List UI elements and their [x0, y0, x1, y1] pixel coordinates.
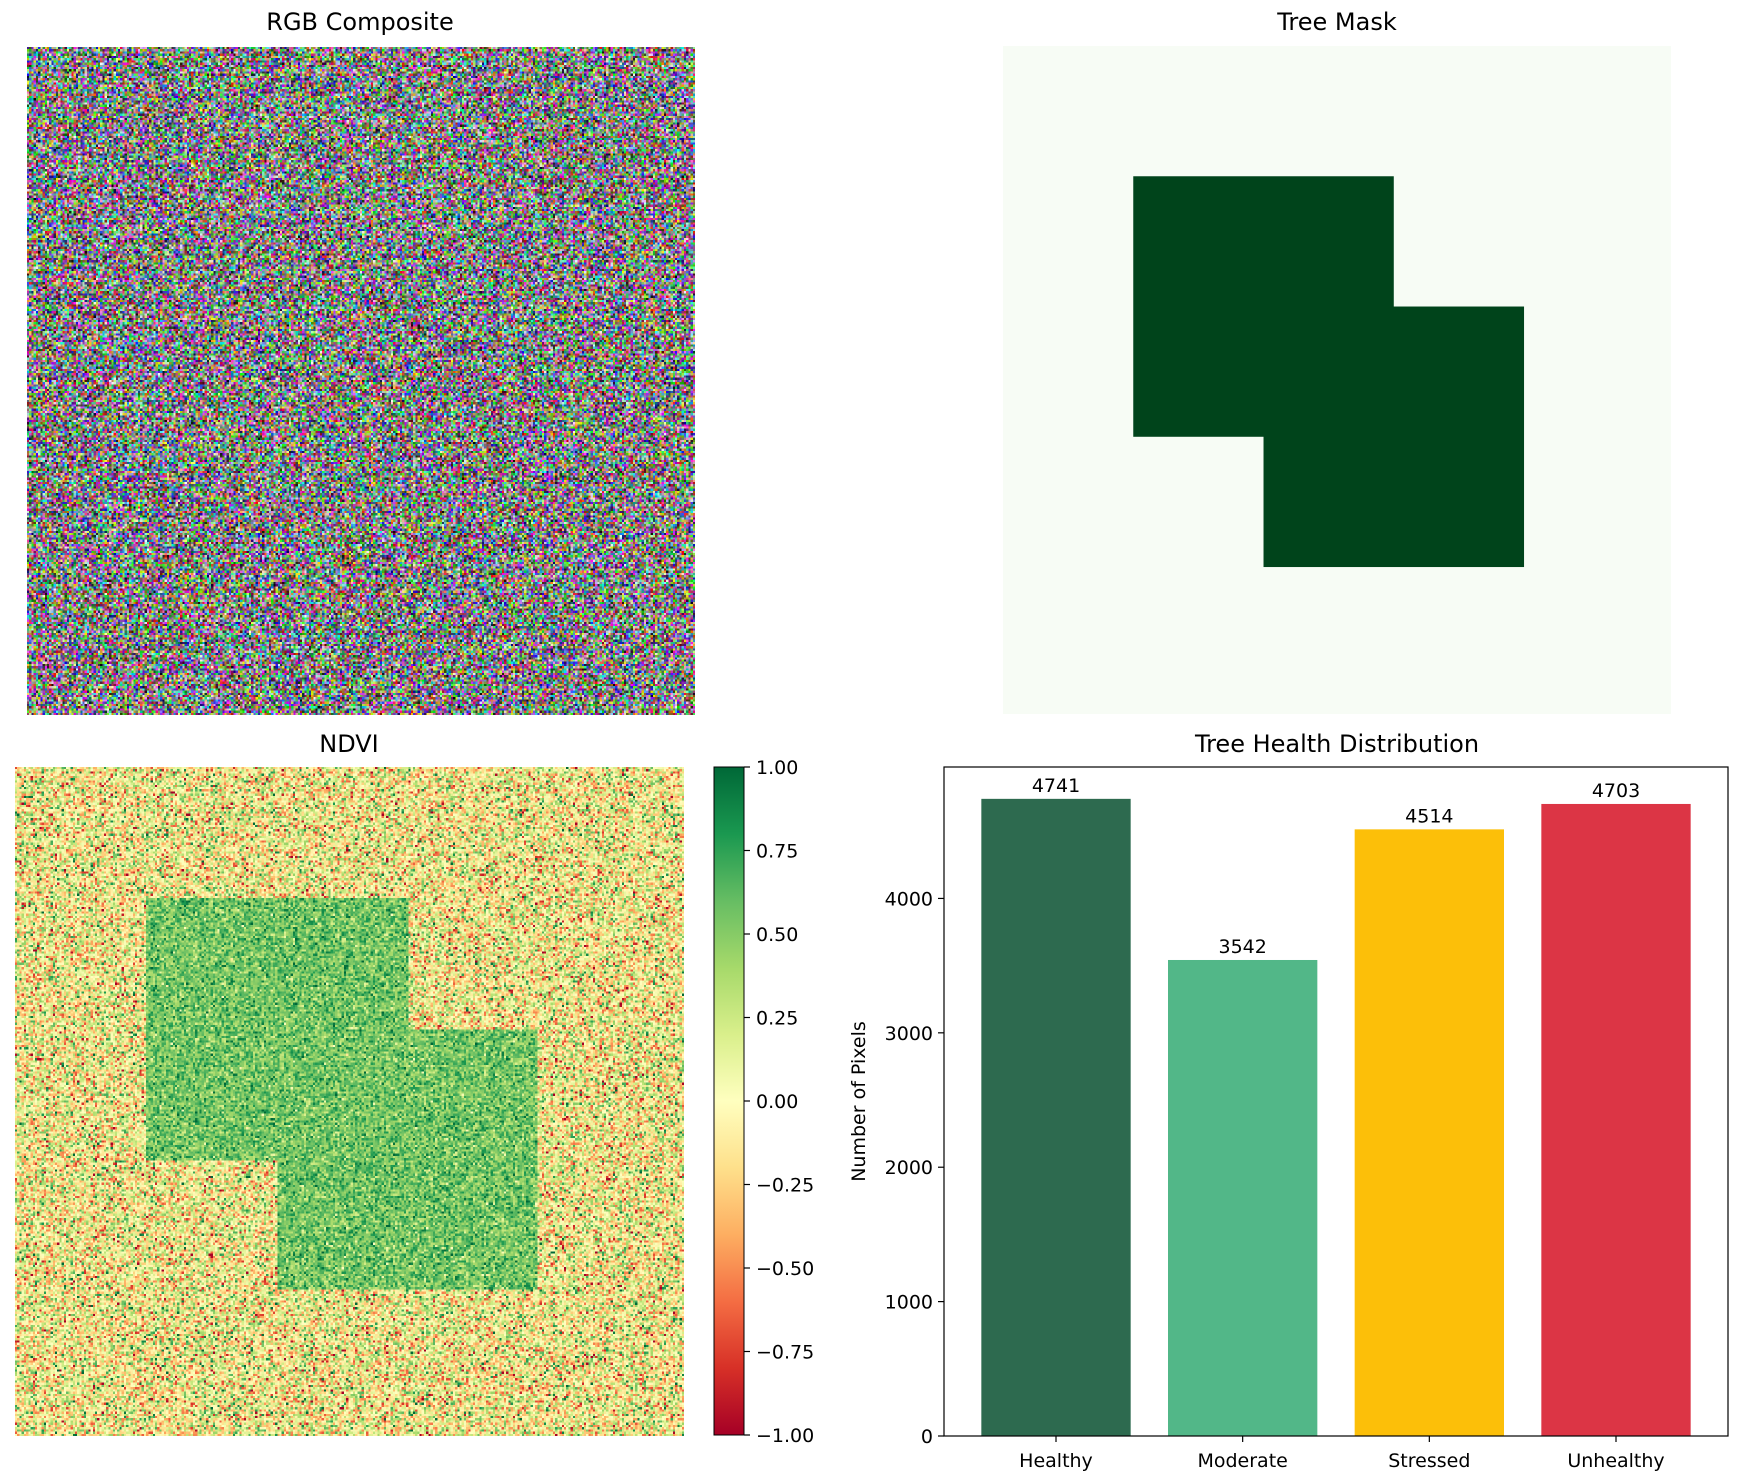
mask-tree-region-2 — [1263, 306, 1525, 568]
y-axis-label: Number of Pixels — [848, 1021, 870, 1182]
ndvi-image — [15, 767, 684, 1436]
tree-health-title: Tree Health Distribution — [1194, 730, 1480, 758]
x-tick-label: Moderate — [1197, 1450, 1287, 1472]
y-tick-label: 2000 — [885, 1157, 933, 1179]
bar-value-label: 3542 — [1218, 936, 1266, 958]
rgb-composite-title: RGB Composite — [266, 8, 454, 36]
x-tick-label: Unhealthy — [1567, 1450, 1664, 1472]
colorbar-gradient — [713, 766, 745, 1436]
colorbar-tick-label: −0.25 — [756, 1175, 814, 1197]
tree-mask-title: Tree Mask — [1277, 8, 1397, 36]
y-tick-label: 1000 — [885, 1292, 933, 1314]
ndvi-colorbar: 1.00 0.75 0.50 0.25 0.00 −0.25 −0.50 −0.75 −1.00 — [713, 757, 814, 1447]
bar-healthy — [981, 798, 1131, 1436]
y-tick-label: 0 — [921, 1426, 933, 1448]
tree-mask-image — [1003, 46, 1671, 714]
colorbar-tick-label: −1.00 — [756, 1425, 814, 1447]
x-tick-label: Stressed — [1388, 1450, 1470, 1472]
ndvi-title: NDVI — [319, 730, 379, 758]
bar-moderate — [1168, 959, 1318, 1436]
colorbar-tick-label: 0.25 — [756, 1008, 798, 1030]
colorbar-tick-label: −0.50 — [756, 1258, 814, 1280]
colorbar-tick-label: 1.00 — [756, 757, 798, 779]
bar-value-label: 4514 — [1405, 805, 1453, 827]
rgb-composite-image — [27, 47, 695, 715]
colorbar-tick-label: 0.00 — [756, 1091, 798, 1113]
bar-unhealthy — [1541, 803, 1691, 1436]
colorbar-tick-label: 0.50 — [756, 924, 798, 946]
bar-value-label: 4703 — [1592, 780, 1640, 802]
y-tick-label: 3000 — [885, 1023, 933, 1045]
bar-stressed — [1354, 829, 1504, 1436]
colorbar-tick-label: −0.75 — [756, 1342, 814, 1364]
colorbar-tick-label: 0.75 — [756, 841, 798, 863]
y-tick-label: 4000 — [885, 888, 933, 910]
bar-value-label: 4741 — [1032, 775, 1080, 797]
x-tick-label: Healthy — [1019, 1450, 1093, 1472]
plot-frame — [943, 766, 1729, 1437]
